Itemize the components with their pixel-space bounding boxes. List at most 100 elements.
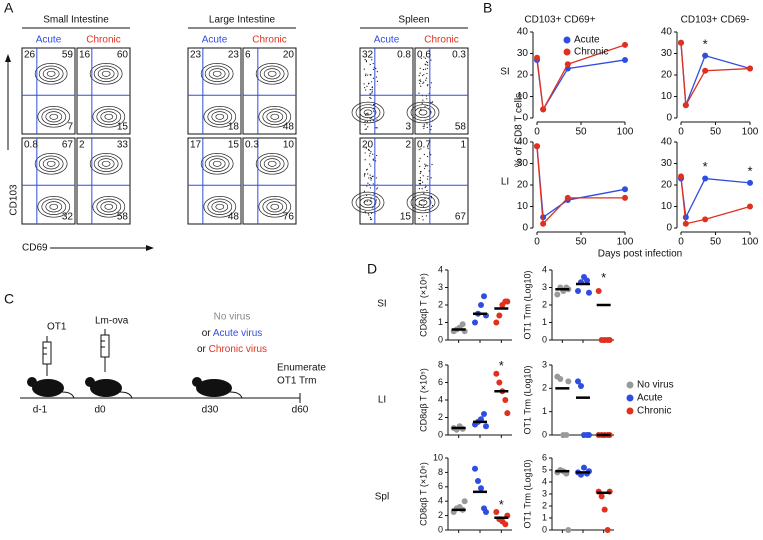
flow-plot: 32 0.83 <box>351 47 414 135</box>
event-dot <box>370 177 372 179</box>
label: Acute virus <box>213 328 262 339</box>
contour <box>363 199 373 206</box>
plot-frame <box>414 137 469 225</box>
quadrant-percent: 0.3 <box>452 50 466 61</box>
plot-frame <box>187 47 242 135</box>
contour <box>418 109 428 116</box>
event-dot <box>431 163 433 166</box>
x-tick-label: 50 <box>710 127 722 138</box>
event-dot <box>369 152 371 155</box>
x-tick-label: 100 <box>742 237 759 248</box>
contour <box>255 153 289 175</box>
condition-title: Chronic <box>252 35 286 46</box>
data-point <box>682 214 689 221</box>
event-dot <box>369 63 371 66</box>
event-dot <box>423 167 426 170</box>
event-dot <box>372 158 374 160</box>
data-point <box>564 194 571 201</box>
event-dot <box>427 147 429 150</box>
quadrant-percent: 23 <box>228 50 240 61</box>
event-dot <box>421 102 423 104</box>
y-tick-label: 0 <box>522 223 528 234</box>
event-dot <box>365 61 368 63</box>
event-dot <box>371 92 373 94</box>
event-dot <box>364 159 366 161</box>
event-dot <box>420 148 422 150</box>
event-dot <box>371 91 373 93</box>
x-tick-label: 0 <box>534 237 540 248</box>
quadrant-percent: 17 <box>190 140 202 151</box>
event-dot <box>426 67 428 69</box>
quadrant-percent: 2 <box>79 140 85 151</box>
contour <box>215 113 225 120</box>
event-dot <box>372 159 375 161</box>
data-point <box>483 423 489 430</box>
contour <box>203 106 237 128</box>
contour <box>37 196 71 218</box>
label: Enumerate <box>277 363 326 374</box>
contour <box>262 198 288 215</box>
plot-frame <box>187 137 242 225</box>
legend-marker <box>626 381 634 389</box>
event-dot <box>418 92 420 94</box>
contour <box>359 106 377 119</box>
contour <box>204 65 230 82</box>
contour <box>101 70 111 77</box>
quadrant-percent: 7 <box>67 122 73 133</box>
day-label: d60 <box>292 405 309 416</box>
series-line <box>680 177 751 220</box>
contour <box>97 158 115 170</box>
y-tick-label: 4 <box>438 394 443 404</box>
data-point <box>554 291 561 298</box>
event-dot <box>425 64 427 66</box>
contour <box>259 155 285 172</box>
event-dot <box>369 93 371 95</box>
event-dot <box>422 219 424 221</box>
event-dot <box>420 108 422 110</box>
event-dot <box>376 80 378 82</box>
event-dot <box>420 85 422 87</box>
quadrant-percent: 0.8 <box>24 140 38 151</box>
y-tick-label: 3 <box>542 488 547 498</box>
timeline-diagram: OT1 Lm-ova No virus or Acute virus or Ch… <box>20 312 326 416</box>
event-dot <box>371 81 373 83</box>
quadrant-percent: 26 <box>24 50 36 61</box>
legend-marker <box>563 48 571 56</box>
y-axis-label: CD8αβ T (×10⁶) <box>418 273 428 337</box>
data-point <box>534 143 540 150</box>
contour <box>204 155 230 172</box>
y-tick-label: 10 <box>433 452 443 462</box>
flow-plot: 0.6 0.3 58 <box>406 47 469 135</box>
y-tick-label: 3 <box>542 282 547 292</box>
event-dot <box>426 98 428 100</box>
data-point <box>472 465 478 472</box>
flow-plot: 20 2 15 <box>351 137 414 225</box>
event-dot <box>419 72 421 74</box>
legend-marker <box>626 407 634 415</box>
data-point <box>493 370 500 377</box>
flow-plot: 26 59 7 <box>21 47 76 135</box>
syringe <box>42 329 110 376</box>
data-point <box>481 293 487 300</box>
event-dot <box>422 125 424 127</box>
event-dot <box>377 187 379 189</box>
x-tick-label: 0 <box>534 127 540 138</box>
event-dot <box>423 125 425 127</box>
event-dot <box>421 74 424 77</box>
significance: * <box>601 270 606 285</box>
contour <box>37 106 71 128</box>
y-tick-label: 0 <box>666 223 672 234</box>
quadrant-percent: 3 <box>405 122 411 133</box>
event-dot <box>418 79 420 81</box>
y-tick-label: 2 <box>542 299 547 309</box>
event-dot <box>419 172 421 174</box>
quadrant-percent: 76 <box>283 212 295 223</box>
y-tick-label: 3 <box>438 282 443 292</box>
contour <box>45 201 63 213</box>
quadrant-percent: 32 <box>62 212 74 223</box>
event-dot <box>366 200 368 202</box>
day-label: d-1 <box>33 405 48 416</box>
event-dot <box>423 74 425 76</box>
y-tick-label: 40 <box>517 27 529 38</box>
quadrant-percent: 58 <box>455 122 467 133</box>
